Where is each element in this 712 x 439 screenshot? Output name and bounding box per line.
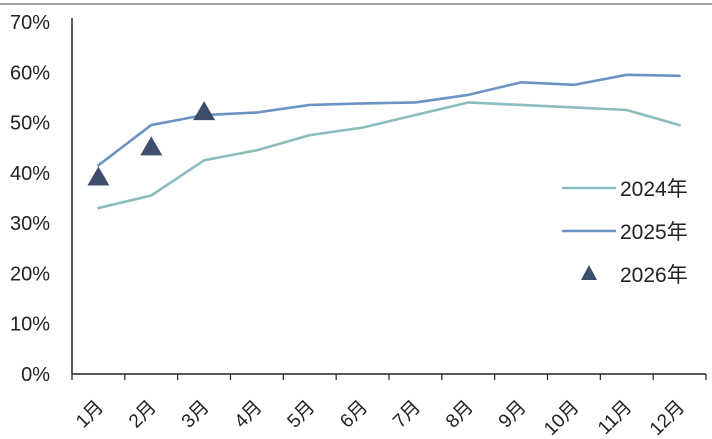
- x-axis-ticks: 1月 2月 3月 4月 5月 6月 7月 8月 9月 10月 11月 12月: [71, 374, 707, 439]
- y-tick-label: 0%: [21, 364, 50, 386]
- series-line-0: [97, 101, 681, 210]
- y-tick-label: 60%: [10, 62, 50, 84]
- y-tick-label: 10%: [10, 314, 50, 336]
- legend-label: 2024年: [620, 178, 688, 201]
- x-tick-label: 5月: [284, 397, 320, 433]
- legend: 2024年 2025年 2026年: [562, 178, 688, 287]
- x-tick-label: 3月: [178, 397, 214, 433]
- series-marker-point: [140, 136, 163, 156]
- x-tick-label: 10月: [540, 397, 583, 439]
- y-tick-label: 20%: [10, 263, 50, 285]
- x-tick-label: 11月: [594, 397, 636, 439]
- x-tick-label: 2月: [125, 397, 161, 433]
- series-marker-point: [87, 166, 110, 186]
- legend-label: 2025年: [620, 221, 688, 244]
- x-tick-label: 4月: [231, 397, 267, 433]
- x-tick-label: 7月: [389, 397, 425, 433]
- x-tick-label: 12月: [646, 397, 689, 439]
- y-tick-label: 70%: [10, 12, 50, 34]
- y-tick-label: 40%: [10, 163, 50, 185]
- y-tick-label: 30%: [10, 213, 50, 235]
- x-tick-label: 8月: [442, 397, 478, 433]
- series-layer: [87, 73, 681, 210]
- x-tick-label: 9月: [495, 397, 531, 433]
- x-tick-label: 6月: [336, 397, 372, 433]
- series-marker-point: [193, 101, 216, 121]
- legend-swatch-marker: [581, 265, 597, 280]
- x-tick-label: 1月: [72, 397, 108, 433]
- y-tick-label: 50%: [10, 113, 50, 135]
- legend-label: 2026年: [620, 264, 688, 287]
- y-axis-ticks: 0% 10% 20% 30% 40% 50% 60% 70%: [10, 12, 50, 386]
